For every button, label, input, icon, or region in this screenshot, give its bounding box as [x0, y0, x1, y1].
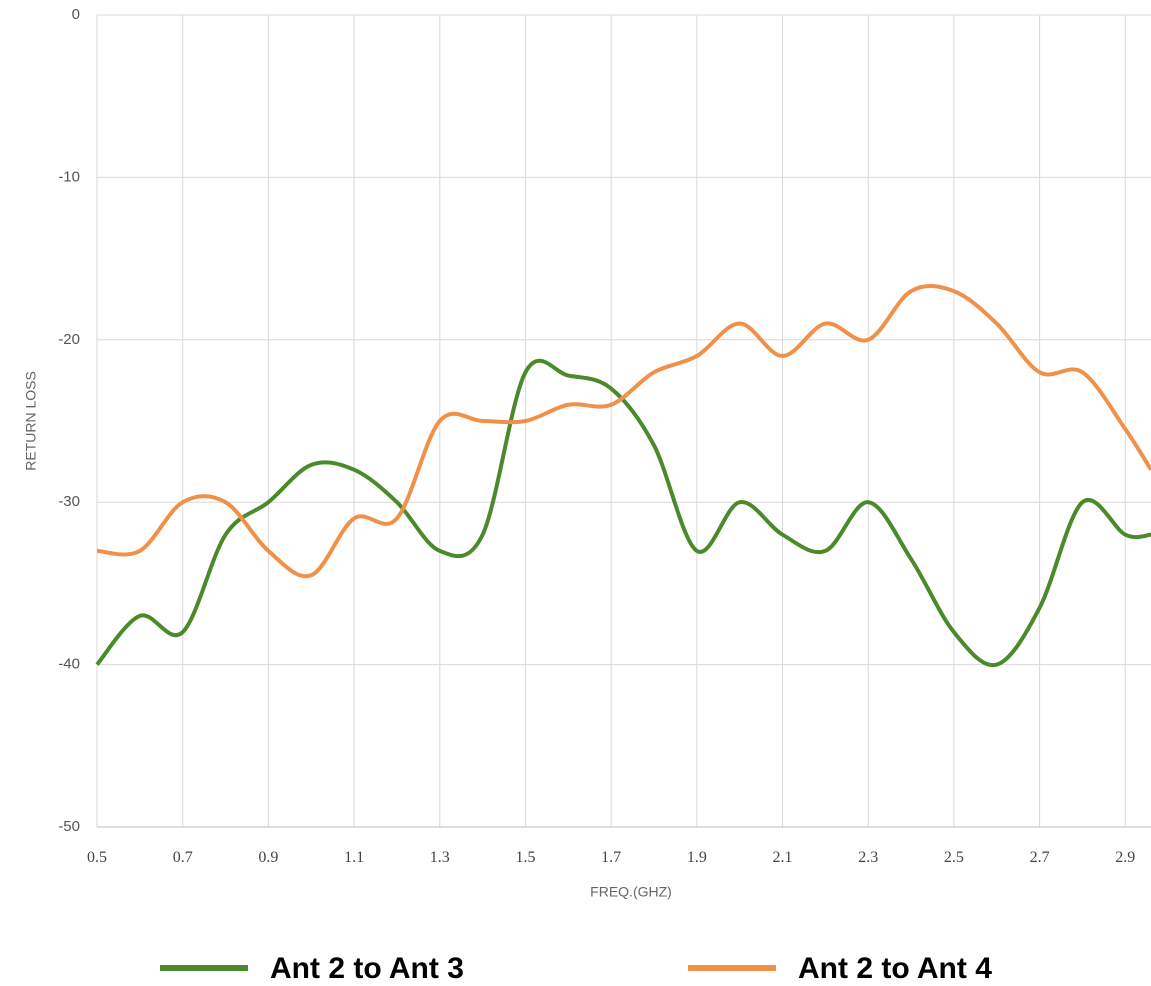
x-tick-label: 1.9	[687, 849, 707, 866]
x-tick-label: 1.1	[344, 849, 364, 866]
x-axis-title: FREQ.(GHZ)	[590, 884, 672, 900]
series-line	[95, 358, 1151, 668]
x-tick-label: 1.5	[515, 849, 535, 866]
x-tick-label: 0.9	[258, 849, 278, 866]
y-tick-label: -30	[58, 493, 80, 510]
x-tick-label: 1.3	[430, 849, 450, 866]
legend-label: Ant 2 to Ant 3	[270, 952, 464, 985]
y-tick-label: -20	[58, 331, 80, 348]
legend-label: Ant 2 to Ant 4	[798, 952, 992, 985]
x-tick-label: 2.1	[773, 849, 793, 866]
x-tick-label: 0.7	[173, 849, 193, 866]
y-tick-label: -40	[58, 656, 80, 673]
x-tick-label: 0.5	[87, 849, 107, 866]
x-tick-label: 2.3	[858, 849, 878, 866]
series-line	[96, 284, 1151, 579]
x-tick-label: 2.9	[1115, 849, 1135, 866]
y-tick-label: 0	[72, 6, 80, 23]
y-tick-label: -10	[58, 168, 80, 185]
x-tick-label: 1.7	[601, 849, 621, 866]
y-axis-title: RETURN LOSS	[23, 371, 39, 471]
x-tick-label: 2.5	[944, 849, 964, 866]
y-tick-label: -50	[58, 818, 80, 835]
x-tick-label: 2.7	[1030, 849, 1050, 866]
